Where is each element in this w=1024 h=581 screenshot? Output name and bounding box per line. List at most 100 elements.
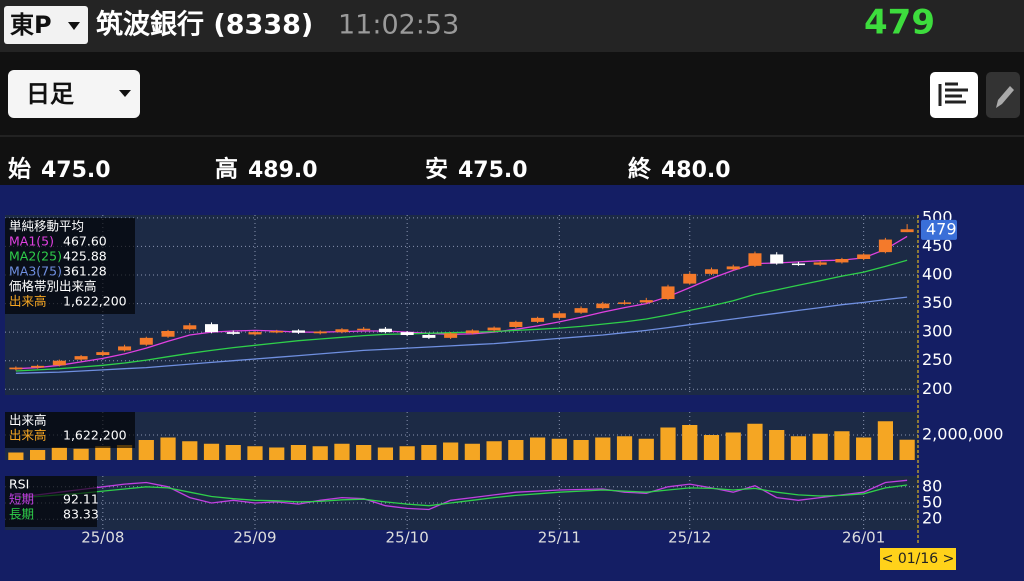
legend-label: 出来高 <box>9 294 47 309</box>
ohlc-label: 安 <box>425 156 448 183</box>
legend-label: MA2(25) <box>9 249 62 264</box>
legend-box <box>5 476 97 527</box>
ohlc-value: 480.0 <box>661 158 731 183</box>
volume-bar <box>508 440 524 460</box>
candle-body <box>465 330 479 334</box>
legend-box <box>5 412 135 448</box>
pencil-icon <box>996 86 1014 108</box>
volume-panel <box>5 412 918 460</box>
volume-bar <box>182 441 198 460</box>
candle-body <box>335 329 349 333</box>
legend-label: 短期 <box>9 492 34 507</box>
volume-bar <box>356 445 372 460</box>
candle-body <box>726 266 740 270</box>
toolbar <box>0 52 1024 185</box>
candle-body <box>118 346 132 351</box>
volume-bar <box>660 427 676 460</box>
legend-label: RSI <box>9 477 29 492</box>
candle-body <box>422 335 436 338</box>
candle-body <box>900 229 914 233</box>
volume-bar <box>747 423 763 460</box>
candle-body <box>74 356 88 360</box>
ohlc-value: 489.0 <box>248 158 318 183</box>
candle-body <box>509 321 523 327</box>
candle-body <box>618 302 632 304</box>
ohlc-label: 終 <box>628 156 652 183</box>
y-tick-label: 80 <box>922 476 942 495</box>
legend-label: MA3(75) <box>9 264 62 279</box>
candle-body <box>400 332 414 335</box>
volume-bar <box>856 437 872 460</box>
rsi-line <box>15 479 908 511</box>
volume-bar <box>551 438 567 460</box>
x-tick-label: 25/12 <box>668 529 711 547</box>
y-tick-label: 400 <box>922 265 953 284</box>
period-select[interactable] <box>8 70 140 118</box>
volume-bar <box>247 446 263 460</box>
stock-name: 筑波銀行 (8338) <box>96 9 313 41</box>
cursor-date-box <box>880 548 956 570</box>
legend-value: 92.11 <box>63 492 99 507</box>
ohlc-value: 475.0 <box>458 158 528 183</box>
candle-body <box>552 313 566 318</box>
candle-body <box>531 317 545 322</box>
volume-bar <box>73 448 89 460</box>
candle-body <box>378 328 392 333</box>
volume-bar <box>51 447 67 460</box>
market-select[interactable] <box>4 6 88 44</box>
volume-bar <box>812 433 828 460</box>
volume-bar <box>573 440 589 460</box>
volume-bar <box>377 447 394 460</box>
y-tick-label: 450 <box>922 236 953 255</box>
rsi-line <box>15 484 908 507</box>
y-tick-label: 250 <box>922 350 953 369</box>
legend-value: 1,622,200 <box>63 428 127 443</box>
legend-box <box>5 218 135 314</box>
legend-label: 出来高 <box>9 428 47 443</box>
volume-bar <box>529 437 546 460</box>
y-tick-label: 20 <box>922 509 942 528</box>
candle-body <box>183 325 197 330</box>
candle-body <box>444 333 458 338</box>
candle-body <box>683 273 697 284</box>
candle-body <box>487 327 501 331</box>
candle-body <box>704 269 719 274</box>
x-tick-label: 25/08 <box>81 529 124 547</box>
dropdown-arrow <box>68 22 80 30</box>
dropdown-arrow <box>119 90 131 97</box>
volume-bar <box>160 437 176 460</box>
x-tick-label: 25/09 <box>233 529 276 547</box>
candle-body <box>161 331 175 337</box>
volume-bar <box>877 421 894 460</box>
candle-body <box>748 253 762 266</box>
volume-bar <box>399 446 415 460</box>
candle-body <box>204 324 219 333</box>
legend-label: 単純移動平均 <box>9 219 84 234</box>
candle-body <box>770 254 784 264</box>
volume-bar <box>116 445 133 460</box>
volume-bar <box>421 445 437 460</box>
candle-body <box>857 254 871 259</box>
candle-body <box>574 308 588 313</box>
volume-bar <box>95 446 111 460</box>
candle-body <box>96 352 110 355</box>
candle-body <box>878 239 892 253</box>
price-badge <box>921 219 957 240</box>
x-tick-label: 25/11 <box>538 529 581 547</box>
volume-bar <box>790 436 807 460</box>
legend-label: 価格帯別出来高 <box>9 279 97 294</box>
candle-body <box>291 330 305 333</box>
volume-bar <box>703 435 720 460</box>
volume-bar <box>203 443 220 460</box>
candle-body <box>791 263 805 266</box>
volume-bar <box>29 450 46 460</box>
volume-bar <box>443 442 459 460</box>
x-tick-label: 25/10 <box>386 529 429 547</box>
volume-bar <box>312 446 328 460</box>
indicator-icon <box>938 82 968 106</box>
volume-bar <box>899 439 915 460</box>
candle-body <box>139 337 153 345</box>
volume-bar <box>8 452 24 460</box>
legend-value: 467.60 <box>63 234 107 249</box>
